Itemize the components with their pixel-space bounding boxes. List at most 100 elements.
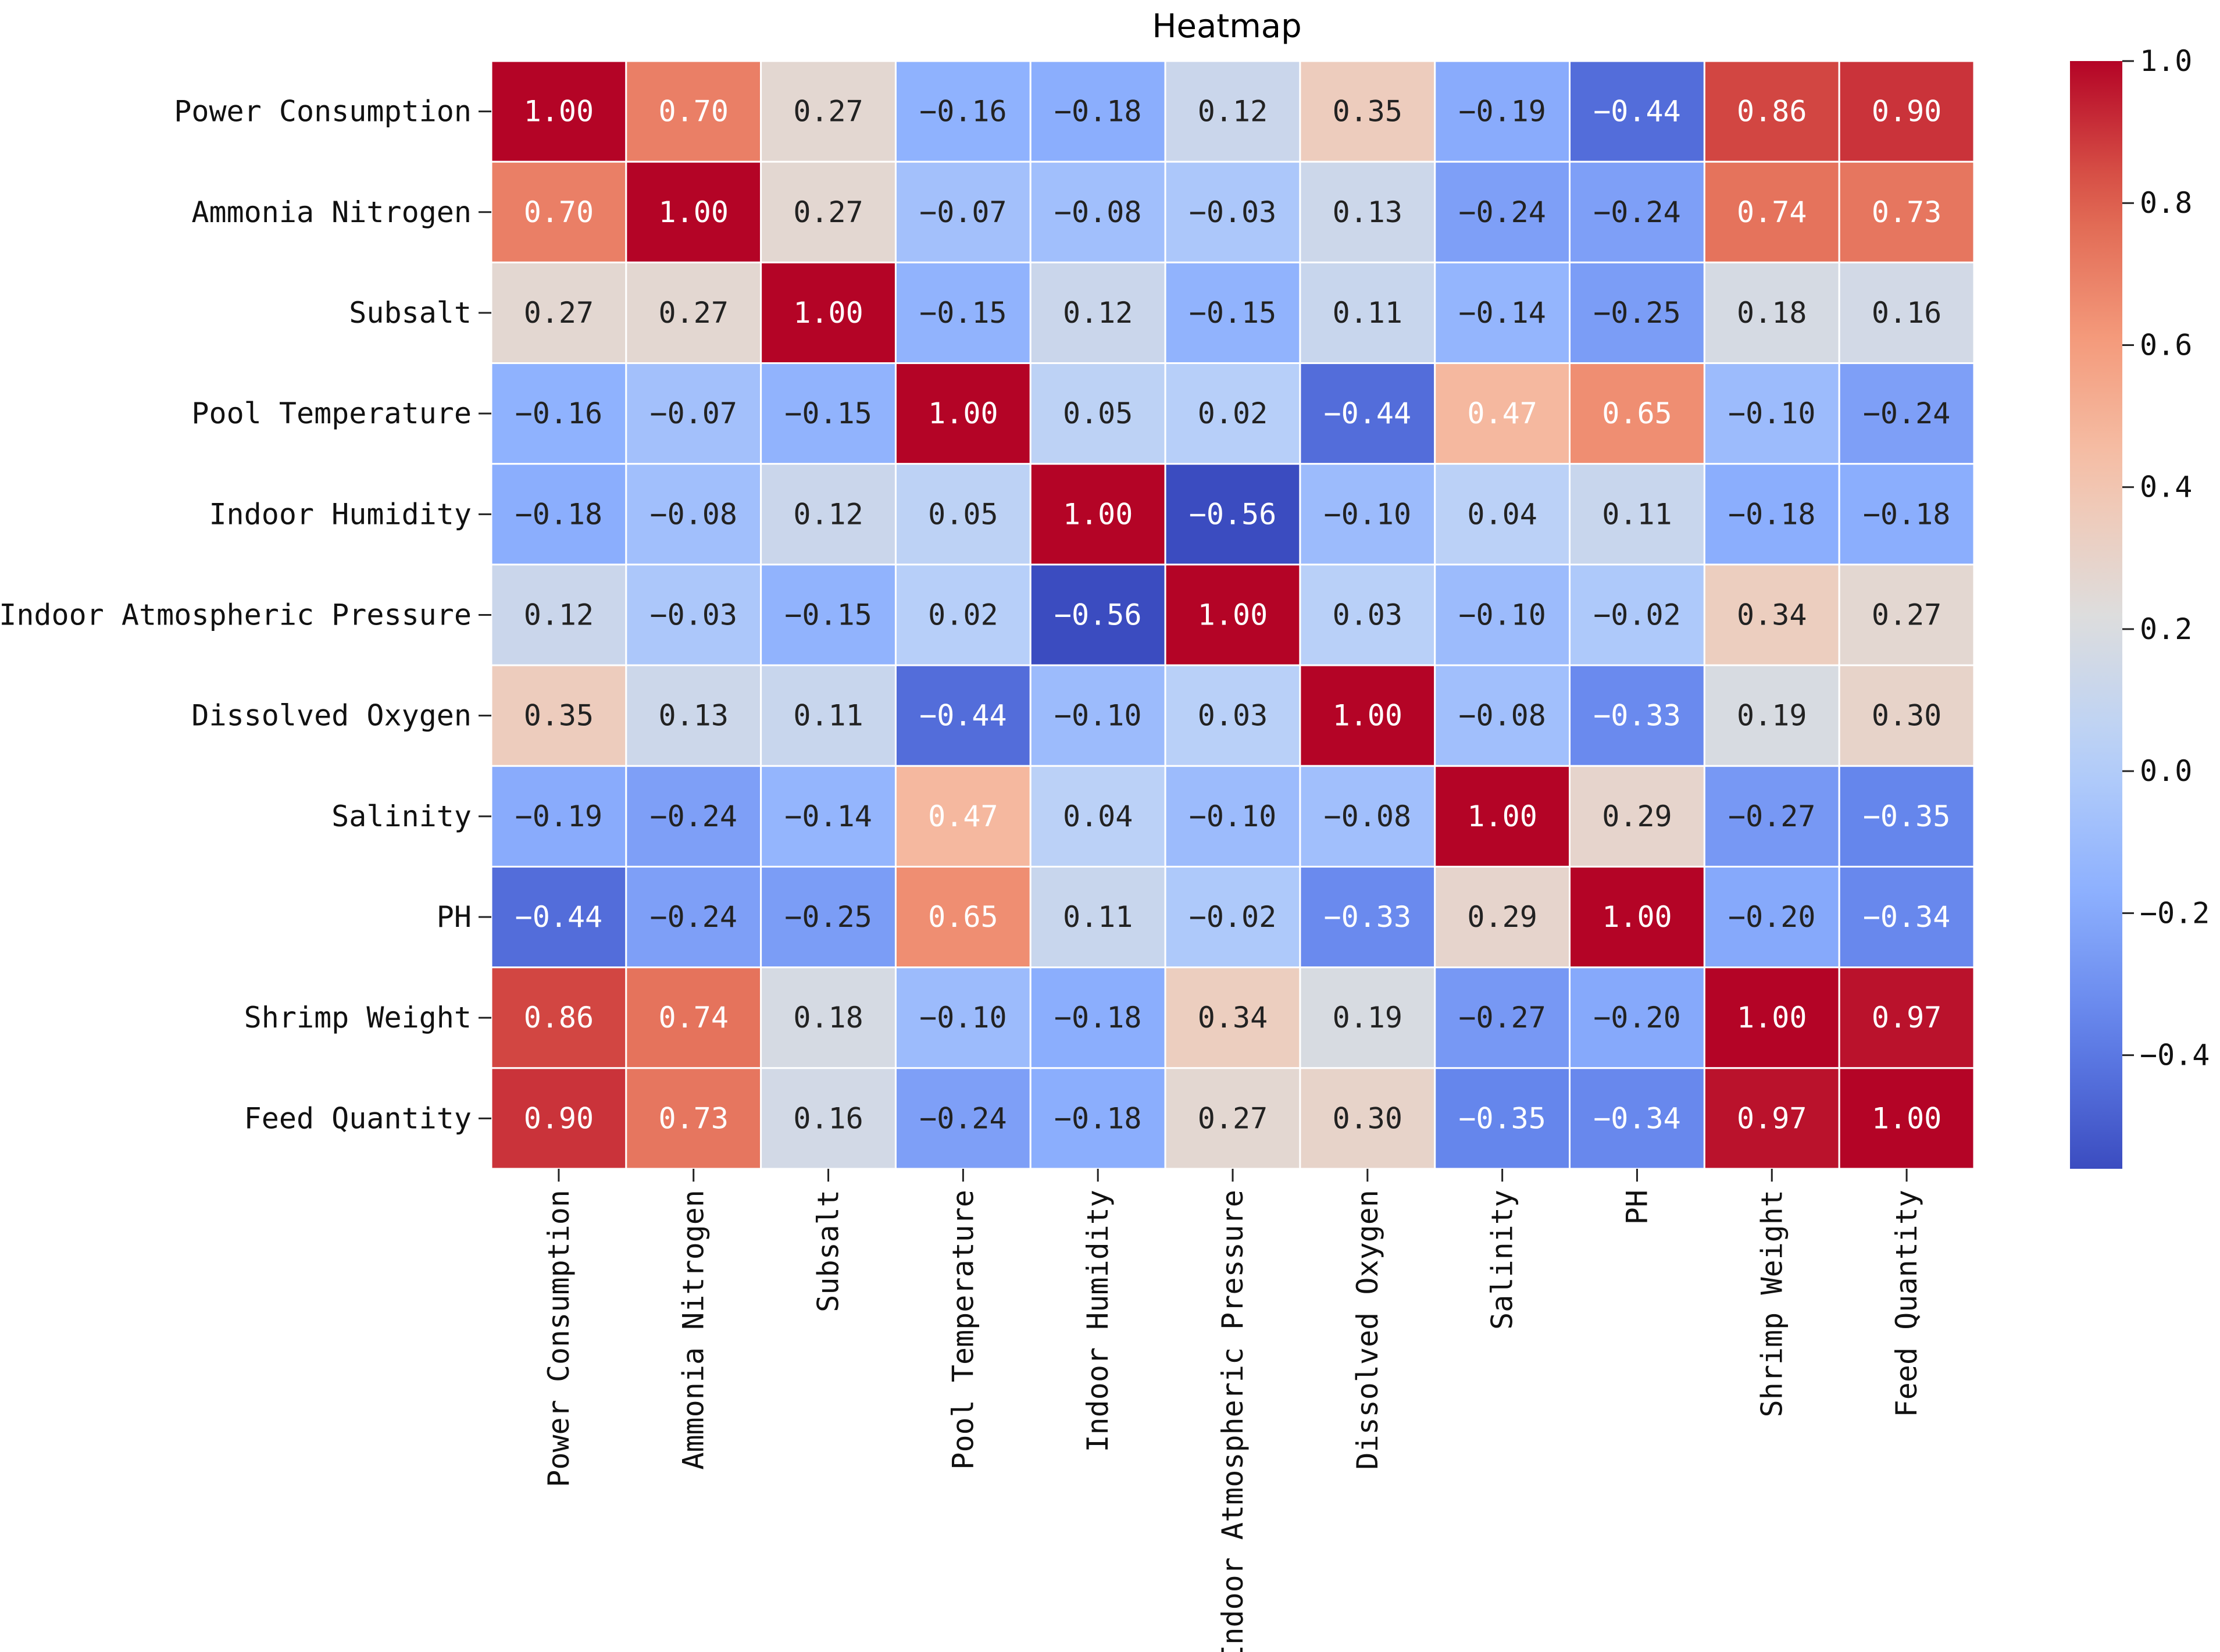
heatmap-cell bbox=[625, 60, 762, 163]
cell-value-label: 1.00 bbox=[1333, 699, 1402, 733]
heatmap-cell bbox=[1434, 664, 1571, 767]
cell-value-label: −0.10 bbox=[1458, 598, 1546, 632]
cell-value-label: −0.19 bbox=[1458, 95, 1546, 129]
cell-value-label: 0.11 bbox=[793, 699, 863, 733]
heatmap-cell bbox=[1164, 261, 1301, 365]
heatmap-cell bbox=[1569, 966, 1705, 1069]
cell-value-label: −0.24 bbox=[1863, 397, 1951, 430]
cell-value-label: −0.18 bbox=[1054, 1001, 1142, 1034]
colorbar: 1.0 0.8 0.6 0.4 0.2 0.0 −0.2 −0.4 bbox=[2070, 44, 2210, 1169]
heatmap-cell bbox=[490, 463, 627, 566]
heatmap-cell bbox=[760, 362, 897, 465]
cell-value-label: 0.27 bbox=[1872, 598, 1941, 632]
cell-value-label: −0.19 bbox=[515, 800, 603, 833]
cell-value-label: 1.00 bbox=[1602, 900, 1672, 934]
heatmap-cell bbox=[1703, 765, 1840, 868]
cell-value-label: −0.24 bbox=[649, 800, 737, 833]
cell-value-label: 0.65 bbox=[1602, 397, 1672, 430]
heatmap-cell bbox=[1164, 664, 1301, 767]
heatmap-cell bbox=[1838, 966, 1975, 1069]
y-tick-label: Dissolved Oxygen bbox=[191, 699, 472, 733]
heatmap-cell bbox=[490, 261, 627, 365]
heatmap-cell bbox=[1299, 261, 1436, 365]
cell-value-label: −0.08 bbox=[649, 497, 737, 531]
heatmap-cell bbox=[1029, 160, 1166, 263]
heatmap-cell bbox=[1299, 765, 1436, 868]
cell-value-label: −0.24 bbox=[919, 1101, 1007, 1135]
heatmap-cell bbox=[1569, 463, 1705, 566]
cell-value-label: −0.08 bbox=[1324, 800, 1412, 833]
x-axis: Power Consumption Ammonia Nitrogen Subsalt… bbox=[542, 1169, 1923, 1652]
heatmap-cell bbox=[760, 966, 897, 1069]
y-tick-label: Salinity bbox=[331, 800, 472, 833]
heatmap-cell bbox=[1434, 1067, 1571, 1170]
x-tick-label: Power Consumption bbox=[542, 1190, 576, 1487]
cell-value-label: −0.03 bbox=[649, 598, 737, 632]
cell-value-label: 0.74 bbox=[1737, 195, 1807, 229]
heatmap-cell bbox=[1703, 664, 1840, 767]
cell-value-label: −0.03 bbox=[1189, 195, 1277, 229]
cell-value-label: 0.86 bbox=[524, 1001, 594, 1034]
cell-value-label: 0.03 bbox=[1333, 598, 1402, 632]
cell-value-label: −0.34 bbox=[1593, 1101, 1681, 1135]
cell-value-label: −0.25 bbox=[1593, 296, 1681, 330]
cell-value-label: 0.16 bbox=[793, 1101, 863, 1135]
cell-value-label: 0.11 bbox=[1602, 497, 1672, 531]
y-tick-label: Indoor Humidity bbox=[209, 497, 472, 531]
heatmap-cell bbox=[490, 563, 627, 666]
cell-value-label: −0.44 bbox=[515, 900, 603, 934]
heatmap-cell bbox=[1703, 865, 1840, 969]
cell-value-label: 0.11 bbox=[1063, 900, 1133, 934]
cell-value-label: −0.44 bbox=[1324, 397, 1412, 430]
y-tick-label: Ammonia Nitrogen bbox=[191, 195, 472, 229]
cell-value-label: −0.10 bbox=[1189, 800, 1277, 833]
cell-value-label: 0.70 bbox=[524, 195, 594, 229]
cell-value-label: 0.04 bbox=[1467, 497, 1537, 531]
cell-value-label: 1.00 bbox=[659, 195, 729, 229]
y-tick-label: Shrimp Weight bbox=[244, 1001, 472, 1034]
cell-value-label: 0.04 bbox=[1063, 800, 1133, 833]
x-tick-label: Salinity bbox=[1486, 1190, 1519, 1330]
cell-value-label: 1.00 bbox=[1872, 1101, 1941, 1135]
cell-value-label: −0.34 bbox=[1863, 900, 1951, 934]
cell-value-label: 0.90 bbox=[524, 1101, 594, 1135]
heatmap-cell bbox=[1164, 966, 1301, 1069]
cell-value-label: −0.15 bbox=[784, 598, 872, 632]
cell-value-label: 0.35 bbox=[524, 699, 594, 733]
heatmap-cell bbox=[1299, 463, 1436, 566]
cell-value-label: 0.27 bbox=[1198, 1101, 1268, 1135]
cell-value-label: −0.35 bbox=[1863, 800, 1951, 833]
heatmap-cell bbox=[1299, 865, 1436, 969]
heatmap-cell bbox=[1029, 765, 1166, 868]
cell-value-label: 0.34 bbox=[1737, 598, 1807, 632]
cell-value-label: −0.08 bbox=[1054, 195, 1142, 229]
cell-value-label: 0.13 bbox=[659, 699, 729, 733]
heatmap-cell bbox=[1703, 463, 1840, 566]
cell-value-label: 1.00 bbox=[1063, 497, 1133, 531]
heatmap-cell bbox=[760, 160, 897, 263]
cell-value-label: 0.65 bbox=[928, 900, 998, 934]
heatmap-cell bbox=[894, 563, 1032, 666]
heatmap-cell bbox=[625, 765, 762, 868]
heatmap-cell bbox=[1703, 160, 1840, 263]
heatmap-cell bbox=[760, 261, 897, 365]
heatmap-cell bbox=[1299, 362, 1436, 465]
cell-value-label: 0.12 bbox=[1198, 95, 1268, 129]
y-tick-label: PH bbox=[437, 900, 472, 934]
cell-value-label: 0.34 bbox=[1198, 1001, 1268, 1034]
heatmap-cell bbox=[490, 765, 627, 868]
cell-value-label: 0.30 bbox=[1872, 699, 1941, 733]
heatmap-cell bbox=[1029, 261, 1166, 365]
heatmap-cell bbox=[760, 60, 897, 163]
heatmap-cell bbox=[1029, 463, 1166, 566]
cell-value-label: −0.56 bbox=[1189, 497, 1277, 531]
heatmap-cell bbox=[1838, 664, 1975, 767]
cell-value-label: 0.27 bbox=[793, 195, 863, 229]
x-tick-label: Pool Temperature bbox=[946, 1190, 980, 1470]
cell-value-label: 0.27 bbox=[659, 296, 729, 330]
cell-value-label: 1.00 bbox=[1737, 1001, 1807, 1034]
x-tick-label: Subsalt bbox=[812, 1190, 845, 1312]
cell-value-label: 0.90 bbox=[1872, 95, 1941, 129]
chart-title: Heatmap bbox=[1152, 8, 1301, 45]
cell-value-label: 0.70 bbox=[659, 95, 729, 129]
